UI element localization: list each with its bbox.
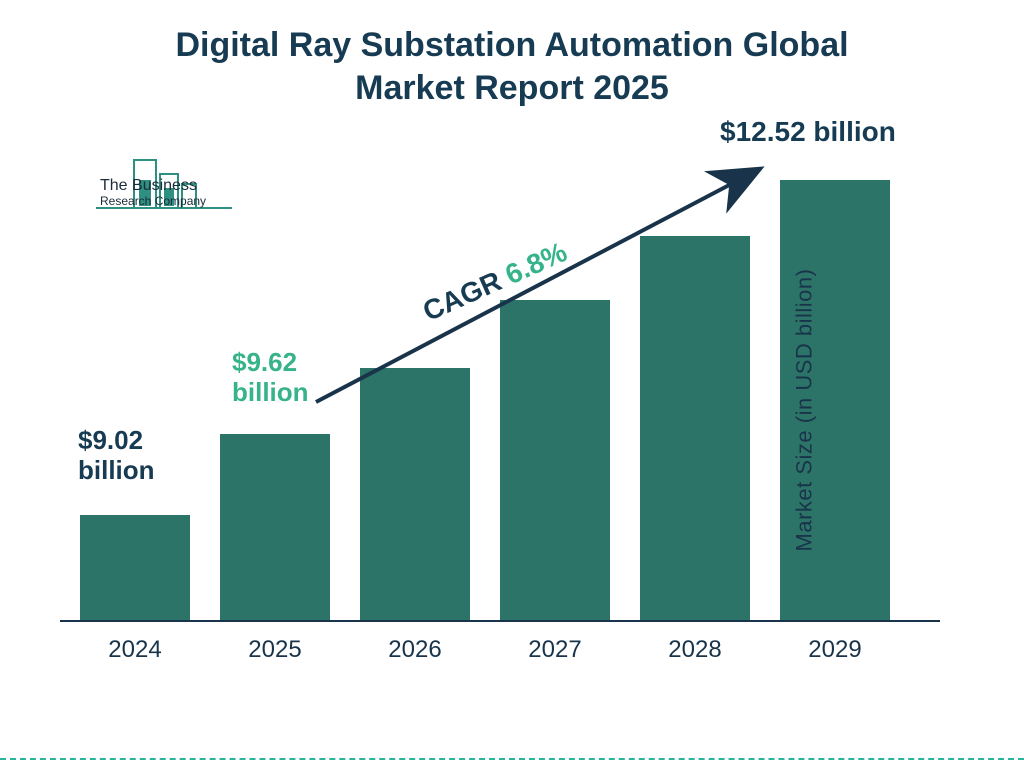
bar-2024 — [80, 515, 190, 620]
footer-dashed-line — [0, 758, 1024, 760]
callout-val: $9.62 — [232, 347, 297, 377]
value-callout-2029: $12.52 billion — [720, 116, 896, 148]
x-label: 2029 — [780, 636, 890, 664]
value-callout-2025: $9.62 billion — [232, 348, 309, 408]
title-line2: Market Report 2025 — [355, 69, 669, 107]
value-callout-2024: $9.02 billion — [78, 426, 155, 486]
bar-chart: 2024 2025 2026 2027 2028 2029 Market Size (in… — [60, 140, 940, 680]
callout-unit: billion — [78, 455, 155, 485]
x-labels: 2024 2025 2026 2027 2028 2029 — [60, 636, 940, 666]
bar-2027 — [500, 300, 610, 620]
bar-2028 — [640, 236, 750, 620]
callout-unit: billion — [232, 377, 309, 407]
callout-val: $9.02 — [78, 425, 143, 455]
chart-title: Digital Ray Substation Automation Global… — [0, 24, 1024, 109]
x-label: 2024 — [80, 636, 190, 664]
y-axis-label: Market Size (in USD billion) — [792, 269, 818, 552]
title-line1: Digital Ray Substation Automation Global — [175, 26, 848, 64]
callout-text: $12.52 billion — [720, 116, 896, 147]
x-label: 2027 — [500, 636, 610, 664]
bar-2025 — [220, 434, 330, 620]
x-label: 2025 — [220, 636, 330, 664]
x-label: 2026 — [360, 636, 470, 664]
bar-2026 — [360, 368, 470, 620]
x-axis-line — [60, 620, 940, 622]
x-label: 2028 — [640, 636, 750, 664]
stage: Digital Ray Substation Automation Global… — [0, 0, 1024, 768]
